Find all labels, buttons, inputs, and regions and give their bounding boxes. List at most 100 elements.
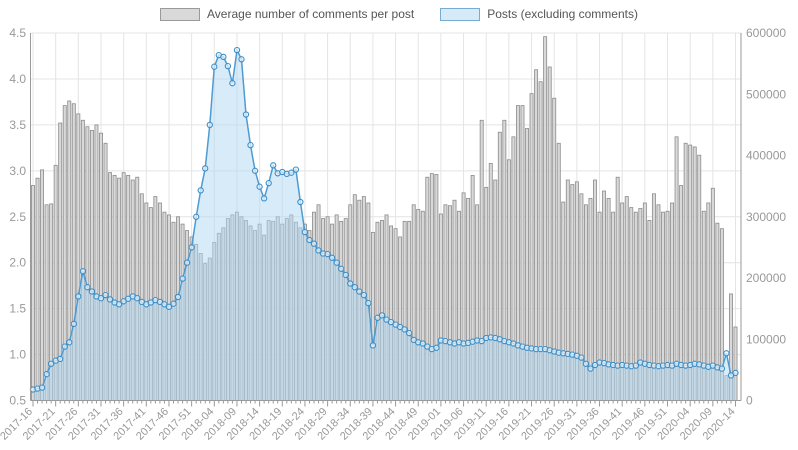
posts-marker-2018-13[interactable] <box>251 167 259 174</box>
posts-marker-2020-11[interactable] <box>718 365 726 372</box>
posts-marker-2018-43[interactable] <box>387 318 395 326</box>
svg-text:1.0: 1.0 <box>9 348 26 362</box>
posts-marker-2018-25[interactable] <box>306 236 313 244</box>
posts-marker-2017-19[interactable] <box>43 371 50 378</box>
posts-marker-2018-02[interactable] <box>202 165 209 172</box>
bar-week-2017-17[interactable] <box>35 177 40 401</box>
posts-marker-2018-36[interactable] <box>356 288 363 295</box>
bar-week-2017-16[interactable] <box>31 185 35 401</box>
posts-marker-2018-47[interactable] <box>406 329 413 337</box>
x-axis-labels: 2017-162017-212017-262017-312017-362017-… <box>0 406 738 443</box>
posts-marker-2018-38[interactable] <box>365 299 372 307</box>
svg-text:500000: 500000 <box>746 87 786 101</box>
posts-marker-2018-17[interactable] <box>270 162 277 169</box>
posts-marker-2018-22[interactable] <box>292 166 300 173</box>
posts-marker-2018-06[interactable] <box>220 53 227 61</box>
posts-marker-2017-32[interactable] <box>102 291 109 299</box>
posts-marker-2018-21[interactable] <box>288 169 295 176</box>
posts-marker-2018-30[interactable] <box>328 254 336 261</box>
posts-marker-2017-27[interactable] <box>79 268 87 275</box>
posts-marker-2018-26[interactable] <box>310 240 318 247</box>
posts-marker-2017-52[interactable] <box>193 213 200 220</box>
posts-marker-2017-48[interactable] <box>174 293 182 301</box>
posts-marker-2018-50[interactable] <box>419 340 426 347</box>
posts-marker-2019-44[interactable] <box>632 362 639 369</box>
posts-marker-2017-20[interactable] <box>47 360 55 367</box>
axes <box>30 33 742 407</box>
posts-marker-2018-29[interactable] <box>324 250 331 258</box>
posts-marker-2018-27[interactable] <box>315 247 322 254</box>
posts-marker-2018-12[interactable] <box>247 141 254 149</box>
svg-text:1.5: 1.5 <box>9 302 26 316</box>
posts-marker-2018-23[interactable] <box>297 198 304 206</box>
posts-marker-2018-11[interactable] <box>242 111 250 118</box>
posts-marker-2017-50[interactable] <box>183 259 191 266</box>
posts-marker-2017-22[interactable] <box>57 355 64 363</box>
legend-item-posts[interactable]: Posts (excluding comments) <box>440 7 638 21</box>
posts-marker-2019-10[interactable] <box>478 337 485 345</box>
posts-marker-2018-41[interactable] <box>378 312 386 319</box>
posts-marker-2017-45[interactable] <box>161 301 168 308</box>
posts-marker-2018-35[interactable] <box>351 284 358 291</box>
svg-text:600000: 600000 <box>746 26 786 40</box>
posts-marker-2017-23[interactable] <box>61 343 68 350</box>
posts-marker-2017-39[interactable] <box>134 295 141 302</box>
blue-area-swatch-icon <box>440 7 481 21</box>
bar-week-2020-03[interactable] <box>683 142 688 401</box>
posts-marker-2019-34[interactable] <box>587 365 594 372</box>
posts-marker-2018-03[interactable] <box>206 121 213 129</box>
posts-marker-2018-04[interactable] <box>211 63 218 70</box>
posts-marker-2018-16[interactable] <box>265 179 272 187</box>
legend-label-comments: Average number of comments per post <box>207 7 415 21</box>
posts-marker-2019-33[interactable] <box>582 360 590 367</box>
posts-marker-2018-53[interactable] <box>433 344 440 351</box>
posts-marker-2017-29[interactable] <box>88 288 96 295</box>
legend-item-comments[interactable]: Average number of comments per post <box>160 7 414 21</box>
posts-marker-2018-46[interactable] <box>401 326 408 333</box>
posts-marker-2017-31[interactable] <box>97 295 105 302</box>
right-axis-labels: 0 100000 200000 300000 400000 500000 600000 <box>746 26 786 408</box>
posts-marker-2018-33[interactable] <box>342 271 349 279</box>
posts-marker-2018-14[interactable] <box>256 183 263 190</box>
posts-marker-2018-09[interactable] <box>233 46 241 54</box>
posts-marker-2018-01[interactable] <box>197 187 204 194</box>
svg-text:400000: 400000 <box>746 149 786 163</box>
posts-marker-2017-47[interactable] <box>170 300 177 307</box>
svg-text:0.5: 0.5 <box>9 394 26 408</box>
posts-marker-2017-36[interactable] <box>120 298 127 305</box>
svg-text:200000: 200000 <box>746 271 786 285</box>
posts-marker-2018-24[interactable] <box>301 228 309 236</box>
posts-marker-2017-25[interactable] <box>70 320 77 328</box>
bar-week-2019-24[interactable] <box>543 36 548 401</box>
posts-marker-2018-39[interactable] <box>369 342 377 349</box>
svg-text:2.5: 2.5 <box>9 210 26 224</box>
posts-marker-2017-26[interactable] <box>75 293 82 300</box>
posts-marker-2017-24[interactable] <box>66 339 73 346</box>
posts-marker-2018-08[interactable] <box>229 80 236 87</box>
posts-marker-2019-32[interactable] <box>578 354 585 361</box>
posts-marker-2020-14[interactable] <box>732 369 739 377</box>
posts-marker-2017-28[interactable] <box>84 284 91 291</box>
svg-text:2.0: 2.0 <box>9 256 26 270</box>
posts-marker-2018-37[interactable] <box>360 291 368 299</box>
posts-marker-2017-33[interactable] <box>106 296 114 303</box>
posts-marker-2017-35[interactable] <box>115 301 123 308</box>
left-axis-labels: 0.5 1.0 1.5 2.0 2.5 3.0 3.5 4.0 4.5 <box>9 26 26 408</box>
posts-marker-2018-32[interactable] <box>338 265 345 272</box>
svg-text:300000: 300000 <box>746 210 786 224</box>
posts-marker-2017-18[interactable] <box>38 384 46 391</box>
posts-marker-2018-07[interactable] <box>224 62 232 70</box>
posts-marker-2020-12[interactable] <box>723 350 730 357</box>
posts-marker-2017-46[interactable] <box>165 303 173 310</box>
posts-marker-2018-10[interactable] <box>238 56 245 63</box>
posts-marker-2018-31[interactable] <box>333 259 340 266</box>
posts-marker-2018-15[interactable] <box>260 195 268 202</box>
svg-text:3.5: 3.5 <box>9 118 26 132</box>
bar-week-2017-18[interactable] <box>40 169 45 401</box>
posts-marker-2017-49[interactable] <box>179 275 186 282</box>
posts-marker-2018-34[interactable] <box>347 280 354 287</box>
svg-text:3.0: 3.0 <box>9 164 26 178</box>
posts-marker-2017-51[interactable] <box>188 244 195 251</box>
